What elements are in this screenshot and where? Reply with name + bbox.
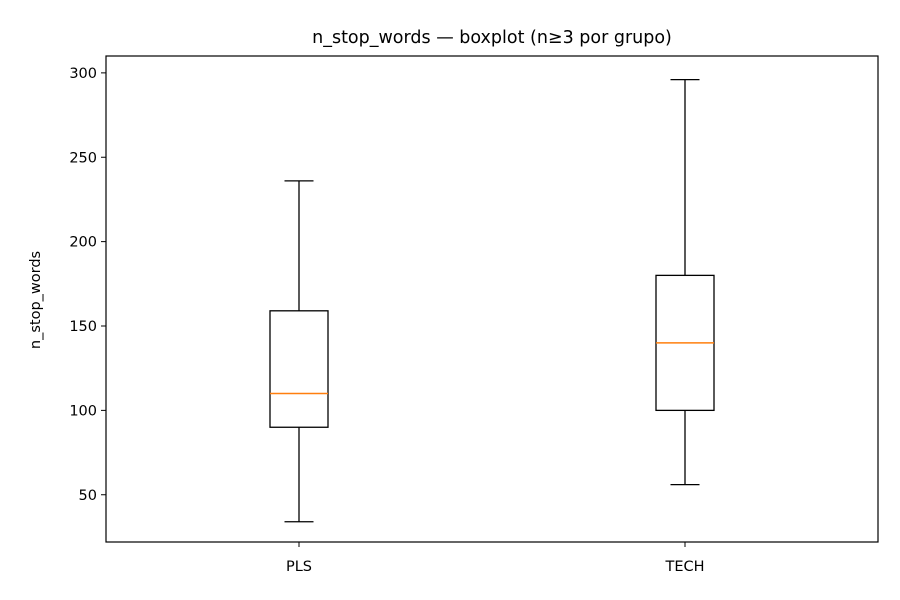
chart-title: n_stop_words — boxplot (n≥3 por grupo): [312, 28, 672, 48]
boxes: [269, 78, 715, 523]
y-tick-label: 50: [79, 488, 97, 504]
box-iqr: [269, 310, 329, 428]
y-tick-label: 300: [69, 66, 97, 82]
plot-frame: [105, 55, 879, 543]
y-axis-label: n_stop_words: [28, 251, 44, 349]
y-tick-label: 150: [69, 319, 97, 335]
box-pls: [269, 180, 329, 523]
box-tech: [655, 78, 715, 486]
y-tick-label: 200: [69, 235, 97, 251]
x-tick-label: TECH: [664, 559, 704, 575]
x-axis: PLS TECH: [286, 542, 705, 575]
y-tick-label: 250: [69, 150, 97, 166]
y-axis: 50 100 150 200 250 300: [69, 66, 106, 504]
x-tick-label: PLS: [286, 559, 312, 575]
y-tick-label: 100: [69, 403, 97, 419]
